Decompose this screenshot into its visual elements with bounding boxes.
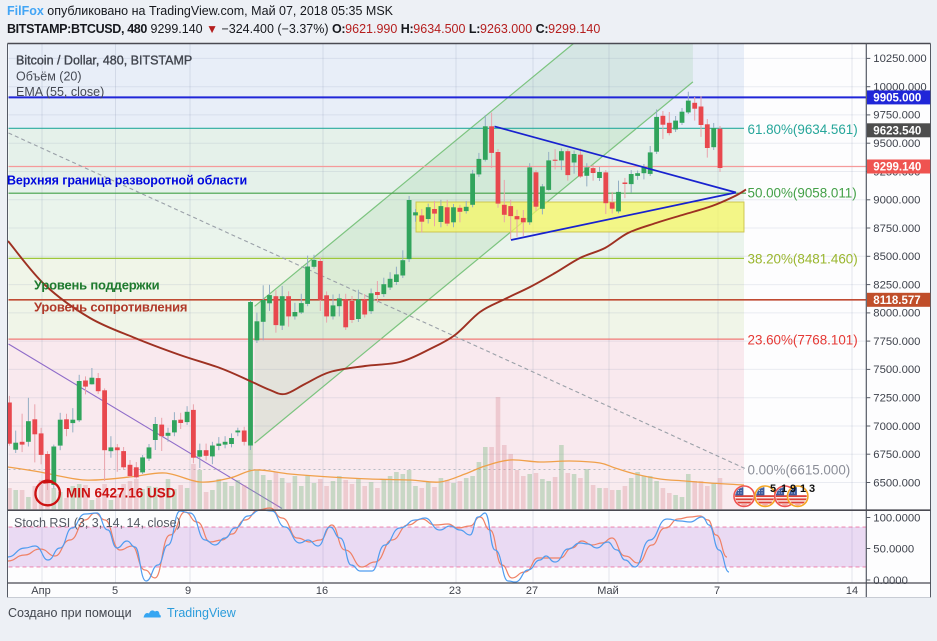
svg-text:27: 27	[526, 585, 538, 597]
svg-text:Апр: Апр	[31, 585, 50, 597]
svg-text:Объём (20): Объём (20)	[16, 69, 82, 83]
svg-text:8118.577: 8118.577	[873, 295, 920, 307]
svg-text:23: 23	[449, 585, 461, 597]
svg-text:9750.000: 9750.000	[873, 110, 920, 122]
svg-text:10250.000: 10250.000	[873, 53, 926, 65]
svg-text:9905.000: 9905.000	[873, 92, 921, 104]
svg-text:0.0000: 0.0000	[873, 575, 908, 587]
svg-text:9: 9	[185, 585, 191, 597]
svg-text:7: 7	[714, 585, 720, 597]
svg-text:5: 5	[112, 585, 118, 597]
svg-text:9500.000: 9500.000	[873, 138, 920, 150]
svg-text:38.20%(8481.460): 38.20%(8481.460)	[748, 252, 858, 267]
svg-text:6750.000: 6750.000	[873, 449, 920, 461]
svg-text:9623.540: 9623.540	[873, 125, 921, 137]
svg-text:5: 5	[770, 483, 776, 495]
svg-text:Май: Май	[597, 585, 619, 597]
svg-text:3: 3	[809, 483, 815, 495]
svg-text:8750.000: 8750.000	[873, 223, 920, 235]
svg-text:0.00%(6615.000): 0.00%(6615.000)	[748, 463, 851, 478]
svg-text:Верхняя граница разворотной об: Верхняя граница разворотной области	[7, 174, 247, 188]
svg-text:7500.000: 7500.000	[873, 364, 920, 376]
svg-text:1: 1	[781, 483, 787, 495]
svg-text:50.0000: 50.0000	[873, 543, 914, 555]
svg-text:1: 1	[800, 483, 806, 495]
svg-text:7750.000: 7750.000	[873, 336, 920, 348]
svg-text:23.60%(7768.101): 23.60%(7768.101)	[748, 332, 858, 347]
svg-text:16: 16	[316, 585, 328, 597]
svg-text:100.0000: 100.0000	[873, 512, 920, 524]
svg-text:8250.000: 8250.000	[873, 279, 920, 291]
svg-text:61.80%(9634.561): 61.80%(9634.561)	[748, 122, 858, 137]
svg-text:9: 9	[790, 483, 796, 495]
svg-text:Уровень сопротивления: Уровень сопротивления	[34, 300, 187, 315]
svg-text:7250.000: 7250.000	[873, 393, 920, 405]
svg-text:8000.000: 8000.000	[873, 308, 920, 320]
svg-text:EMA (55, close): EMA (55, close)	[16, 85, 104, 99]
svg-text:Bitcoin / Dollar, 480, BITSTAM: Bitcoin / Dollar, 480, BITSTAMP	[16, 53, 192, 67]
svg-text:6500.000: 6500.000	[873, 477, 920, 489]
svg-text:Stoch RSI (3, 3, 14, 14, close: Stoch RSI (3, 3, 14, 14, close)	[14, 516, 181, 530]
svg-text:50.00%(9058.011): 50.00%(9058.011)	[748, 186, 857, 201]
svg-text:9000.000: 9000.000	[873, 195, 920, 207]
svg-text:Уровень поддержки: Уровень поддержки	[34, 278, 160, 293]
svg-text:MIN 6427.16 USD: MIN 6427.16 USD	[66, 485, 176, 500]
svg-text:8500.000: 8500.000	[873, 251, 920, 263]
svg-text:14: 14	[846, 585, 858, 597]
svg-text:9299.140: 9299.140	[873, 162, 921, 174]
svg-text:7000.000: 7000.000	[873, 421, 920, 433]
